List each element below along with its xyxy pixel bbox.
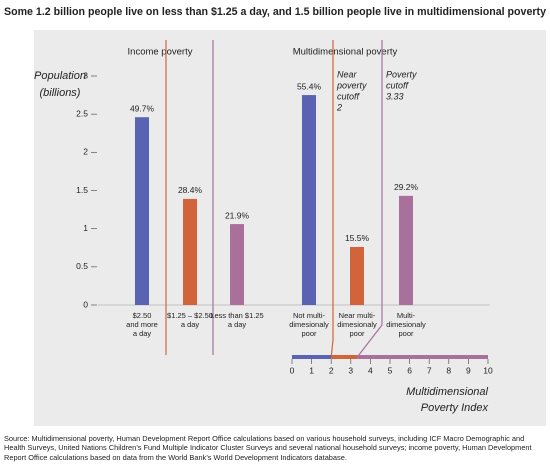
x-tick-label: $2.50 (133, 311, 152, 320)
x-tick-label: 9 (466, 365, 471, 375)
bar (135, 117, 149, 305)
group-label: Multidimensional poverty (293, 47, 398, 58)
x-tick-label: Multi- (397, 311, 416, 320)
annotation: cutoff (337, 91, 361, 101)
annotation: 2 (336, 102, 342, 112)
x-tick-label: and more (126, 320, 158, 329)
y-tick-label: 1.5 (76, 185, 88, 195)
bar (230, 224, 244, 305)
x-tick-label: poor (398, 329, 414, 338)
bar (302, 95, 316, 305)
x-tick-label: dimesionaly (337, 320, 377, 329)
x-tick-label: 6 (407, 365, 412, 375)
x-axis-title: Multidimensional (406, 386, 488, 398)
x-tick-label: 2 (329, 365, 334, 375)
y-tick-label: 0.5 (76, 261, 88, 271)
x-tick-label: 3 (348, 365, 353, 375)
y-tick-label: 0 (83, 299, 88, 309)
x-tick-label: dimesionaly (289, 320, 329, 329)
x-tick-label: 10 (483, 365, 493, 375)
cutoff-line (356, 40, 383, 358)
y-tick-label: 3 (83, 70, 88, 80)
annotation: poverty (336, 80, 367, 90)
chart: Some 1.2 billion people live on less tha… (4, 6, 547, 426)
percent-label: 49.7% (130, 103, 155, 113)
x-tick-label: poor (301, 329, 317, 338)
x-tick-label: Near multi- (339, 311, 376, 320)
bar (183, 198, 197, 305)
source-note: Source: Multidimensional poverty, Human … (4, 434, 532, 462)
bar (350, 246, 364, 305)
panel (34, 30, 546, 426)
x-tick-label: 0 (290, 365, 295, 375)
x-tick-label: 7 (427, 365, 432, 375)
x-tick-label: dimesionaly (386, 320, 426, 329)
x-tick-label: a day (181, 320, 200, 329)
x-tick-label: poor (349, 329, 365, 338)
annotation: Near (337, 69, 358, 79)
x-tick-label: Less than $1.25 (210, 311, 263, 320)
chart-title: Some 1.2 billion people live on less tha… (4, 6, 547, 18)
x-tick-label: 5 (388, 365, 393, 375)
y-axis-title: Population (34, 70, 86, 82)
y-tick-label: 1 (83, 223, 88, 233)
x-tick-label: $1.25 – $2.50 (167, 311, 213, 320)
percent-label: 21.9% (225, 210, 250, 220)
y-tick-label: 2.5 (76, 108, 88, 118)
x-tick-label: a day (228, 320, 247, 329)
percent-label: 28.4% (178, 185, 203, 195)
percent-label: 55.4% (297, 81, 322, 91)
x-tick-label: a day (133, 329, 152, 338)
y-axis-title: (billions) (40, 87, 81, 99)
annotation: cutoff (386, 80, 410, 90)
percent-label: 15.5% (345, 233, 370, 243)
x-tick-label: Not multi- (293, 311, 326, 320)
y-tick-label: 2 (83, 147, 88, 157)
x-tick-label: 8 (446, 365, 451, 375)
x-tick-label: 4 (368, 365, 373, 375)
annotation: Poverty (386, 69, 417, 79)
bar (399, 195, 413, 305)
group-label: Income poverty (128, 47, 193, 58)
cutoff-line (330, 40, 334, 358)
annotation: 3.33 (386, 91, 404, 101)
x-tick-label: 1 (309, 365, 314, 375)
x-axis-title: Poverty Index (421, 402, 489, 414)
percent-label: 29.2% (394, 182, 419, 192)
